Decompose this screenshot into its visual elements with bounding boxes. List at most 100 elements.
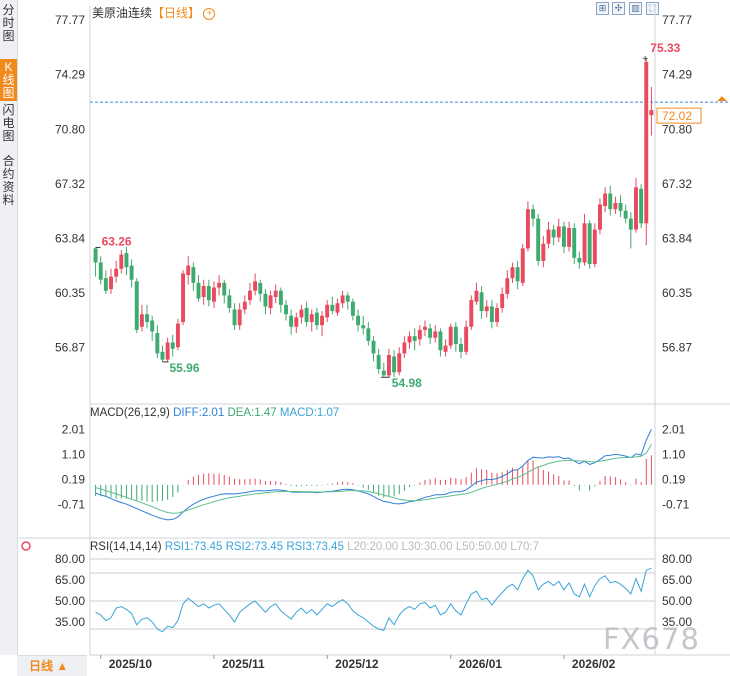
candle-body <box>464 326 469 352</box>
candle-body <box>397 353 402 373</box>
macd-axis-right-label: 2.01 <box>662 422 686 436</box>
candle-body <box>139 314 144 327</box>
price-axis-left-label: 60.35 <box>55 286 85 300</box>
price-axis-left-label: 74.29 <box>55 68 85 82</box>
price-axis-right-label: 56.87 <box>662 341 692 355</box>
candle-body <box>134 281 139 330</box>
candle-body <box>114 268 119 277</box>
macd-axis-right-label: 1.10 <box>662 447 686 461</box>
candle-body <box>268 295 273 308</box>
candle-body <box>119 254 124 269</box>
macd-axis-left-label: 2.01 <box>62 422 86 436</box>
candle-body <box>345 295 350 302</box>
candle-body <box>531 209 536 219</box>
candle-body <box>222 282 227 296</box>
candle-body <box>237 309 242 326</box>
candle-body <box>165 342 170 360</box>
candle-body <box>175 323 180 348</box>
candle-body <box>520 248 525 283</box>
candle-body <box>330 304 335 312</box>
macd-diff-line <box>95 429 652 521</box>
candle-body <box>381 370 386 376</box>
candle-body <box>386 354 391 376</box>
candle-body <box>505 278 510 294</box>
candle-body <box>145 314 149 323</box>
price-axis-left-label: 56.87 <box>55 341 85 355</box>
candle-body <box>206 286 211 301</box>
macd-legend: MACD(26,12,9) DIFF:2.01 DEA:1.47 MACD:1.… <box>90 407 339 419</box>
period-select-button[interactable]: 日线 ▲ <box>17 655 87 676</box>
candle-body <box>191 267 196 283</box>
settings-gear-icon <box>21 541 31 551</box>
candle-body <box>623 210 628 219</box>
start-high-label: 63.26 <box>102 234 132 248</box>
rsi-legend-rsi3: RSI3:73.45 <box>286 541 344 553</box>
candle-body <box>361 325 366 329</box>
candle-body <box>170 342 175 349</box>
tab-contract-info[interactable]: 合约资料 <box>2 154 15 207</box>
macd-legend-macd: MACD:1.07 <box>279 407 340 419</box>
candle-body <box>263 293 268 307</box>
candle-body <box>350 301 355 316</box>
candle-body <box>556 226 561 238</box>
tab-flash-chart[interactable]: 闪电图 <box>2 103 15 143</box>
candle-body <box>582 223 587 263</box>
price-axis-right-label: 74.29 <box>662 68 692 82</box>
candle-body <box>412 336 417 341</box>
rsi-level-20: L20:20.00 <box>347 541 399 553</box>
rsi-axis-right-label: 80.00 <box>662 552 692 566</box>
macd-axis-right-label: -0.71 <box>662 497 690 511</box>
rsi-level-30: L30:30.00 <box>401 541 453 553</box>
price-axis-right-label: 77.77 <box>662 13 692 27</box>
candle-body <box>407 336 412 343</box>
macd-axis-left-label: 0.19 <box>62 473 86 487</box>
rsi-axis-right-label: 50.00 <box>662 594 692 608</box>
candle-body <box>124 253 129 268</box>
candle-body <box>366 328 371 341</box>
candle-body <box>284 304 288 315</box>
sidebar: 分时图 K线图 闪电图 合约资料 <box>0 0 18 655</box>
candle-body <box>525 209 530 249</box>
candle-body <box>335 303 340 313</box>
time-axis-label: 2026/01 <box>459 657 503 671</box>
macd-axis-right-label: 0.19 <box>662 473 686 487</box>
candle-body <box>587 223 592 265</box>
macd-title: MACD(26,12,9) <box>90 407 170 419</box>
last-price-label: 72.02 <box>662 109 692 123</box>
tab-kline[interactable]: K线图 <box>0 59 17 101</box>
fit-screen-icon[interactable]: ⊞ <box>596 2 609 15</box>
candle-body <box>561 226 566 247</box>
rsi-legend: RSI(14,14,14) RSI1:73.45 RSI2:73.45 RSI3… <box>90 541 539 553</box>
candle-body <box>196 282 201 299</box>
zoom-in-icon[interactable]: + <box>203 7 216 20</box>
chart-type-icon[interactable]: ▥ <box>629 2 642 15</box>
candle-body <box>160 351 165 360</box>
candle-body <box>433 331 438 338</box>
tab-timeshare[interactable]: 分时图 <box>2 3 15 43</box>
rsi-legend-rsi1: RSI1:73.45 <box>164 541 223 553</box>
candle-body <box>546 229 551 244</box>
candle-body <box>402 342 407 354</box>
candle-body <box>469 300 474 327</box>
candle-body <box>232 309 237 326</box>
price-axis-left-label: 70.80 <box>55 122 85 136</box>
macd-legend-diff: DIFF:2.01 <box>173 407 225 419</box>
candle-body <box>242 301 247 310</box>
candle-body <box>608 193 613 210</box>
candle-body <box>628 218 633 230</box>
candle-body <box>309 314 314 323</box>
candle-body <box>294 317 299 327</box>
rsi-axis-right-label: 35.00 <box>662 615 692 629</box>
price-axis-right-label: 67.32 <box>662 177 692 191</box>
low-price-label: 54.98 <box>392 376 422 390</box>
candle-body <box>572 228 577 258</box>
fullscreen-icon[interactable]: ⛶ <box>646 2 659 15</box>
time-axis-label: 2025/11 <box>222 657 265 671</box>
candle-body <box>417 329 422 340</box>
move-icon[interactable]: ✣ <box>612 2 625 15</box>
candle-body <box>448 326 453 346</box>
rsi-rsi1-line <box>95 567 652 633</box>
candle-body <box>577 257 582 263</box>
instrument-name: 美原油连续 <box>92 6 153 20</box>
